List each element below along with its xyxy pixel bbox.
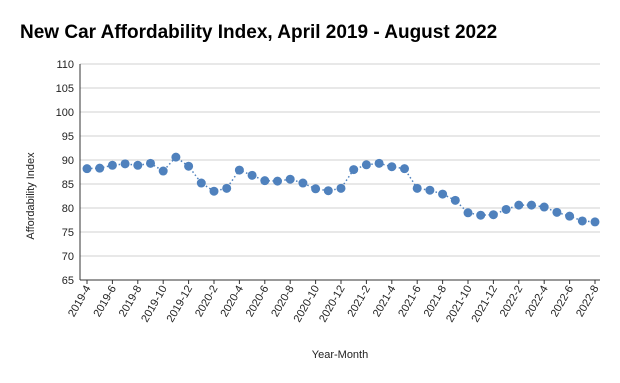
data-point bbox=[209, 186, 219, 196]
data-point bbox=[590, 217, 600, 227]
data-point bbox=[285, 174, 295, 184]
data-point bbox=[260, 176, 270, 186]
y-tick-label: 95 bbox=[62, 131, 74, 143]
data-point bbox=[336, 183, 346, 193]
x-tick-label: 2021-8 bbox=[422, 284, 450, 320]
x-tick-label: 2022-8 bbox=[574, 284, 602, 320]
data-point bbox=[514, 200, 524, 210]
data-point bbox=[387, 162, 397, 172]
data-point bbox=[158, 166, 168, 176]
y-tick-label: 75 bbox=[62, 227, 74, 239]
data-point bbox=[349, 165, 359, 175]
y-tick-label: 65 bbox=[62, 275, 74, 287]
data-point bbox=[552, 207, 562, 217]
data-point bbox=[171, 152, 181, 162]
y-tick-label: 100 bbox=[56, 107, 74, 119]
x-tick-label: 2020-4 bbox=[218, 284, 246, 320]
x-tick-label: 2021-4 bbox=[371, 284, 399, 320]
data-point bbox=[273, 176, 282, 186]
x-tick-label: 2022-4 bbox=[523, 284, 551, 320]
data-point bbox=[488, 210, 498, 220]
x-axis-title: Year-Month bbox=[312, 349, 368, 361]
data-point bbox=[450, 195, 460, 205]
data-point bbox=[527, 200, 536, 210]
data-point bbox=[146, 158, 155, 168]
x-tick-label: 2020-6 bbox=[244, 284, 272, 320]
data-point bbox=[565, 211, 575, 221]
x-tick-label: 2019-6 bbox=[91, 284, 119, 320]
x-tick-label: 2020-2 bbox=[193, 284, 221, 320]
x-tick-label: 2022-2 bbox=[498, 284, 526, 320]
data-point bbox=[133, 160, 143, 170]
data-point bbox=[425, 185, 435, 195]
y-tick-label: 70 bbox=[62, 251, 74, 263]
y-tick-label: 85 bbox=[62, 179, 74, 191]
y-tick-label: 80 bbox=[62, 203, 74, 215]
data-point bbox=[438, 189, 448, 199]
data-point bbox=[196, 178, 206, 188]
data-point bbox=[476, 210, 486, 220]
data-point bbox=[247, 170, 257, 180]
data-point bbox=[323, 186, 333, 196]
x-tick-label: 2022-6 bbox=[549, 284, 577, 320]
data-point bbox=[222, 183, 232, 193]
data-point bbox=[412, 183, 422, 193]
data-point bbox=[311, 184, 321, 194]
y-axis-title: Affordability Index bbox=[25, 152, 37, 240]
data-point bbox=[374, 158, 384, 168]
chart-title: New Car Affordability Index, April 2019 … bbox=[20, 22, 497, 43]
y-tick-label: 90 bbox=[62, 155, 74, 167]
data-point bbox=[107, 160, 117, 170]
data-point bbox=[577, 216, 587, 226]
data-point bbox=[95, 163, 105, 173]
y-tick-label: 110 bbox=[56, 59, 74, 71]
data-point bbox=[400, 164, 409, 174]
data-point bbox=[539, 202, 549, 212]
x-tick-label: 2019-4 bbox=[66, 284, 94, 320]
data-point bbox=[361, 160, 371, 170]
data-point bbox=[298, 178, 308, 188]
y-tick-label: 105 bbox=[56, 83, 74, 95]
data-point bbox=[234, 165, 244, 175]
data-point bbox=[120, 159, 130, 169]
x-tick-label: 2020-8 bbox=[269, 284, 297, 320]
data-point bbox=[501, 204, 511, 214]
x-tick-label: 2021-6 bbox=[396, 284, 424, 320]
data-point bbox=[184, 161, 194, 171]
x-tick-label: 2019-8 bbox=[117, 284, 145, 320]
data-point bbox=[82, 164, 92, 174]
data-point bbox=[463, 208, 473, 218]
x-tick-label: 2021-2 bbox=[345, 284, 373, 320]
